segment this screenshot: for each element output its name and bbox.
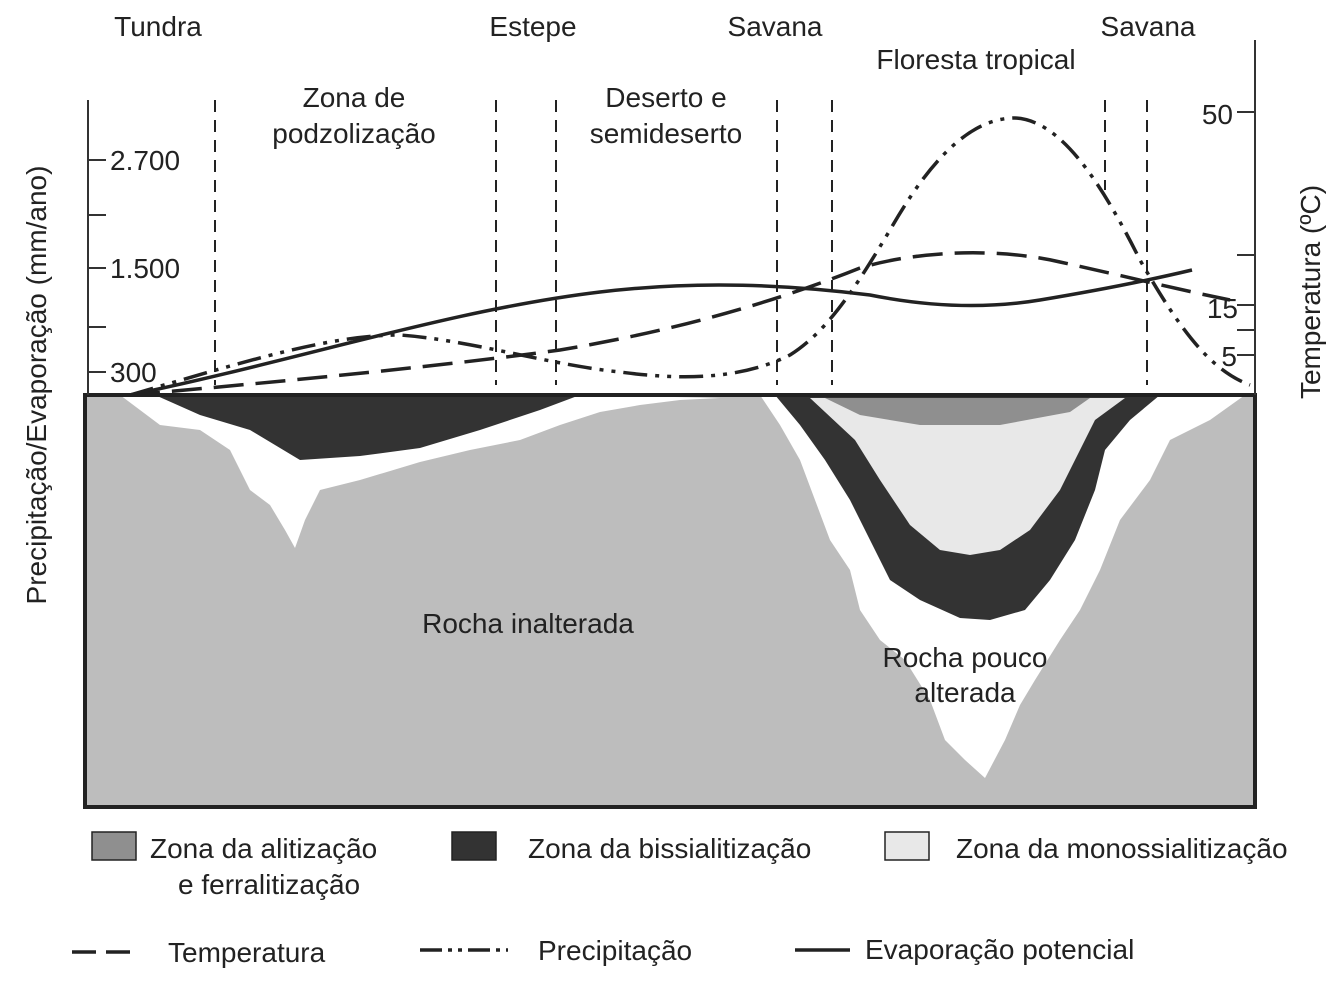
left-tick-label: 2.700: [110, 145, 180, 176]
rock-label: Rocha pouco: [882, 642, 1047, 673]
legend-swatch: [451, 831, 497, 861]
evaporation-curve: [129, 268, 1193, 397]
zone-label: podzolização: [272, 118, 435, 149]
zone-label: Deserto e: [605, 82, 726, 113]
right-tick-label: 50: [1202, 99, 1233, 130]
legend-label: Zona da alitização: [150, 833, 377, 864]
legend-label: Evaporação potencial: [865, 934, 1134, 965]
biome-label: Savana: [728, 11, 823, 42]
monossialitization: [810, 398, 1125, 555]
legend-label: Precipitação: [538, 935, 692, 966]
legend-label: Zona da bissialitização: [528, 833, 811, 864]
right-axis-label: Temperatura (ºC): [1295, 185, 1326, 399]
rock-label: alterada: [914, 677, 1016, 708]
left-axis-label: Precipitação/Evaporação (mm/ano): [21, 166, 52, 605]
legend-swatch: [91, 831, 137, 861]
left-tick-label: 300: [110, 357, 157, 388]
biome-label: Savana: [1101, 11, 1196, 42]
biome-label: Floresta tropical: [876, 44, 1075, 75]
zone-label: semideserto: [590, 118, 743, 149]
zone-label: Zona de: [303, 82, 406, 113]
zone-dividers: [214, 100, 1148, 385]
precipitation-curve: [129, 116, 1251, 397]
temperature-curve: [129, 251, 1231, 397]
legend-swatch: [884, 831, 930, 861]
biome-label: Estepe: [489, 11, 576, 42]
ticks: [88, 111, 1255, 373]
legend-label: e ferralitização: [178, 869, 360, 900]
alitization: [825, 398, 1090, 425]
bissialitization-left: [155, 395, 580, 460]
rock-label: Rocha inalterada: [422, 608, 634, 639]
right-tick-label: 5: [1221, 341, 1237, 372]
legend-label: Temperatura: [168, 937, 326, 968]
right-tick-label: 15: [1207, 293, 1238, 324]
left-tick-label: 1.500: [110, 253, 180, 284]
biome-label: Tundra: [114, 11, 202, 42]
legend-label: Zona da monossialitização: [956, 833, 1288, 864]
